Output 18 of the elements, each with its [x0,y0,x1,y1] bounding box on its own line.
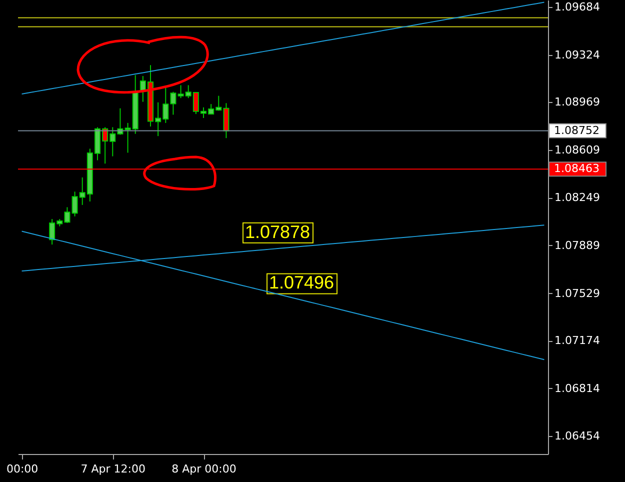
y-tick-label: 1.06814 [554,382,600,395]
line-series [21,2,545,94]
y-tick-label: 1.07889 [554,238,600,252]
x-tick-label: 7 Apr 12:00 [80,462,146,476]
x-tick-label: 8 Apr 00:00 [172,462,236,476]
ref-line-label: 1.08752 [554,124,600,137]
y-tick-label: 1.07174 [554,334,600,347]
y-tick-label: 1.09324 [554,48,600,62]
annotation: 1.07878 [245,222,310,242]
y-tick-label: 1.07529 [554,286,600,300]
ref-line-label: 1.08463 [554,162,600,176]
y-tick-label: 1.08249 [554,191,600,204]
y-tick-label: 1.08609 [554,143,600,156]
y-tick-label: 1.06454 [554,430,600,443]
x-tick-label: 00:00 [6,462,38,476]
y-tick-label: 1.09684 [554,0,600,14]
y-tick-label: 1.08969 [554,95,600,108]
annotation: 1.07496 [269,272,334,293]
